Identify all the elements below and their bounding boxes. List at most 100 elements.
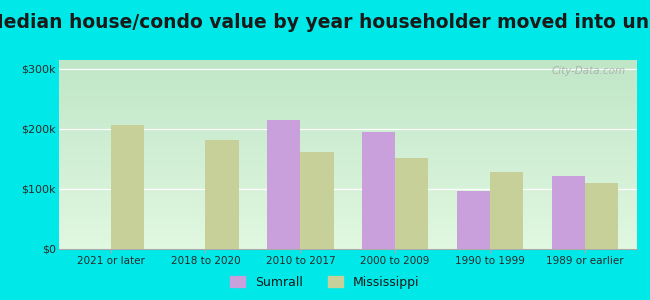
Bar [58, 124, 637, 125]
Bar [58, 133, 637, 134]
Bar [58, 81, 637, 82]
Bar [58, 169, 637, 170]
Bar [552, 176, 585, 249]
Bar [58, 197, 637, 198]
Bar [58, 169, 637, 171]
Bar [58, 112, 637, 113]
Bar [58, 80, 637, 81]
Bar [58, 114, 637, 115]
Bar [58, 76, 637, 77]
Bar [457, 191, 490, 249]
Bar [58, 209, 637, 210]
Bar [58, 105, 637, 106]
Bar [58, 182, 637, 183]
Bar [58, 154, 637, 155]
Bar [58, 147, 637, 148]
Bar [58, 180, 637, 181]
Bar [362, 132, 395, 249]
Bar [58, 244, 637, 245]
Bar [58, 98, 637, 99]
Bar [58, 216, 637, 217]
Bar [58, 93, 637, 94]
Bar [58, 152, 637, 153]
Bar [58, 118, 637, 119]
Bar [58, 143, 637, 144]
Bar [58, 95, 637, 96]
Bar [58, 175, 637, 176]
Bar [58, 88, 637, 89]
Bar [58, 195, 637, 196]
Bar [58, 234, 637, 235]
Bar [58, 248, 637, 249]
Bar [58, 110, 637, 111]
Bar [58, 206, 637, 207]
Bar [58, 91, 637, 92]
Bar [58, 173, 637, 174]
Bar [58, 84, 637, 85]
Bar [58, 75, 637, 76]
Bar [58, 207, 637, 208]
Bar [58, 63, 637, 64]
Bar [58, 201, 637, 202]
Bar [58, 132, 637, 133]
Bar [58, 237, 637, 238]
Bar [58, 198, 637, 199]
Bar [58, 247, 637, 248]
Bar [58, 199, 637, 200]
Bar [58, 68, 637, 70]
Bar [58, 78, 637, 79]
Bar [58, 128, 637, 129]
Bar [58, 106, 637, 107]
Bar [58, 219, 637, 220]
Bar [58, 218, 637, 219]
Bar [58, 236, 637, 237]
Bar [58, 150, 637, 151]
Bar [58, 151, 637, 152]
Legend: Sumrall, Mississippi: Sumrall, Mississippi [226, 271, 424, 294]
Bar [58, 74, 637, 75]
Bar [58, 157, 637, 158]
Bar [58, 70, 637, 71]
Bar [58, 168, 637, 169]
Bar [58, 215, 637, 216]
Bar [58, 100, 637, 101]
Bar [58, 177, 637, 178]
Bar [490, 172, 523, 249]
Bar [58, 83, 637, 84]
Bar [58, 117, 637, 118]
Bar [58, 214, 637, 215]
Bar [58, 246, 637, 247]
Bar [58, 140, 637, 141]
Bar [58, 167, 637, 168]
Bar [58, 108, 637, 109]
Bar [58, 130, 637, 131]
Bar [58, 161, 637, 162]
Bar [58, 242, 637, 243]
Bar [58, 238, 637, 239]
Bar [58, 176, 637, 177]
Bar [58, 122, 637, 123]
Bar [58, 87, 637, 88]
Bar [58, 144, 637, 145]
Bar [58, 96, 637, 97]
Bar [58, 232, 637, 233]
Bar [58, 193, 637, 194]
Bar [58, 125, 637, 126]
Bar [58, 210, 637, 211]
Bar [58, 103, 637, 104]
Bar [58, 174, 637, 175]
Bar [58, 245, 637, 246]
Bar [205, 140, 239, 249]
Bar [58, 89, 637, 90]
Bar [395, 158, 428, 249]
Bar [58, 141, 637, 142]
Bar [58, 159, 637, 160]
Bar [58, 113, 637, 114]
Bar [58, 65, 637, 66]
Bar [58, 104, 637, 105]
Bar [58, 127, 637, 128]
Bar [58, 241, 637, 242]
Bar [58, 153, 637, 154]
Bar [58, 137, 637, 138]
Bar [58, 123, 637, 124]
